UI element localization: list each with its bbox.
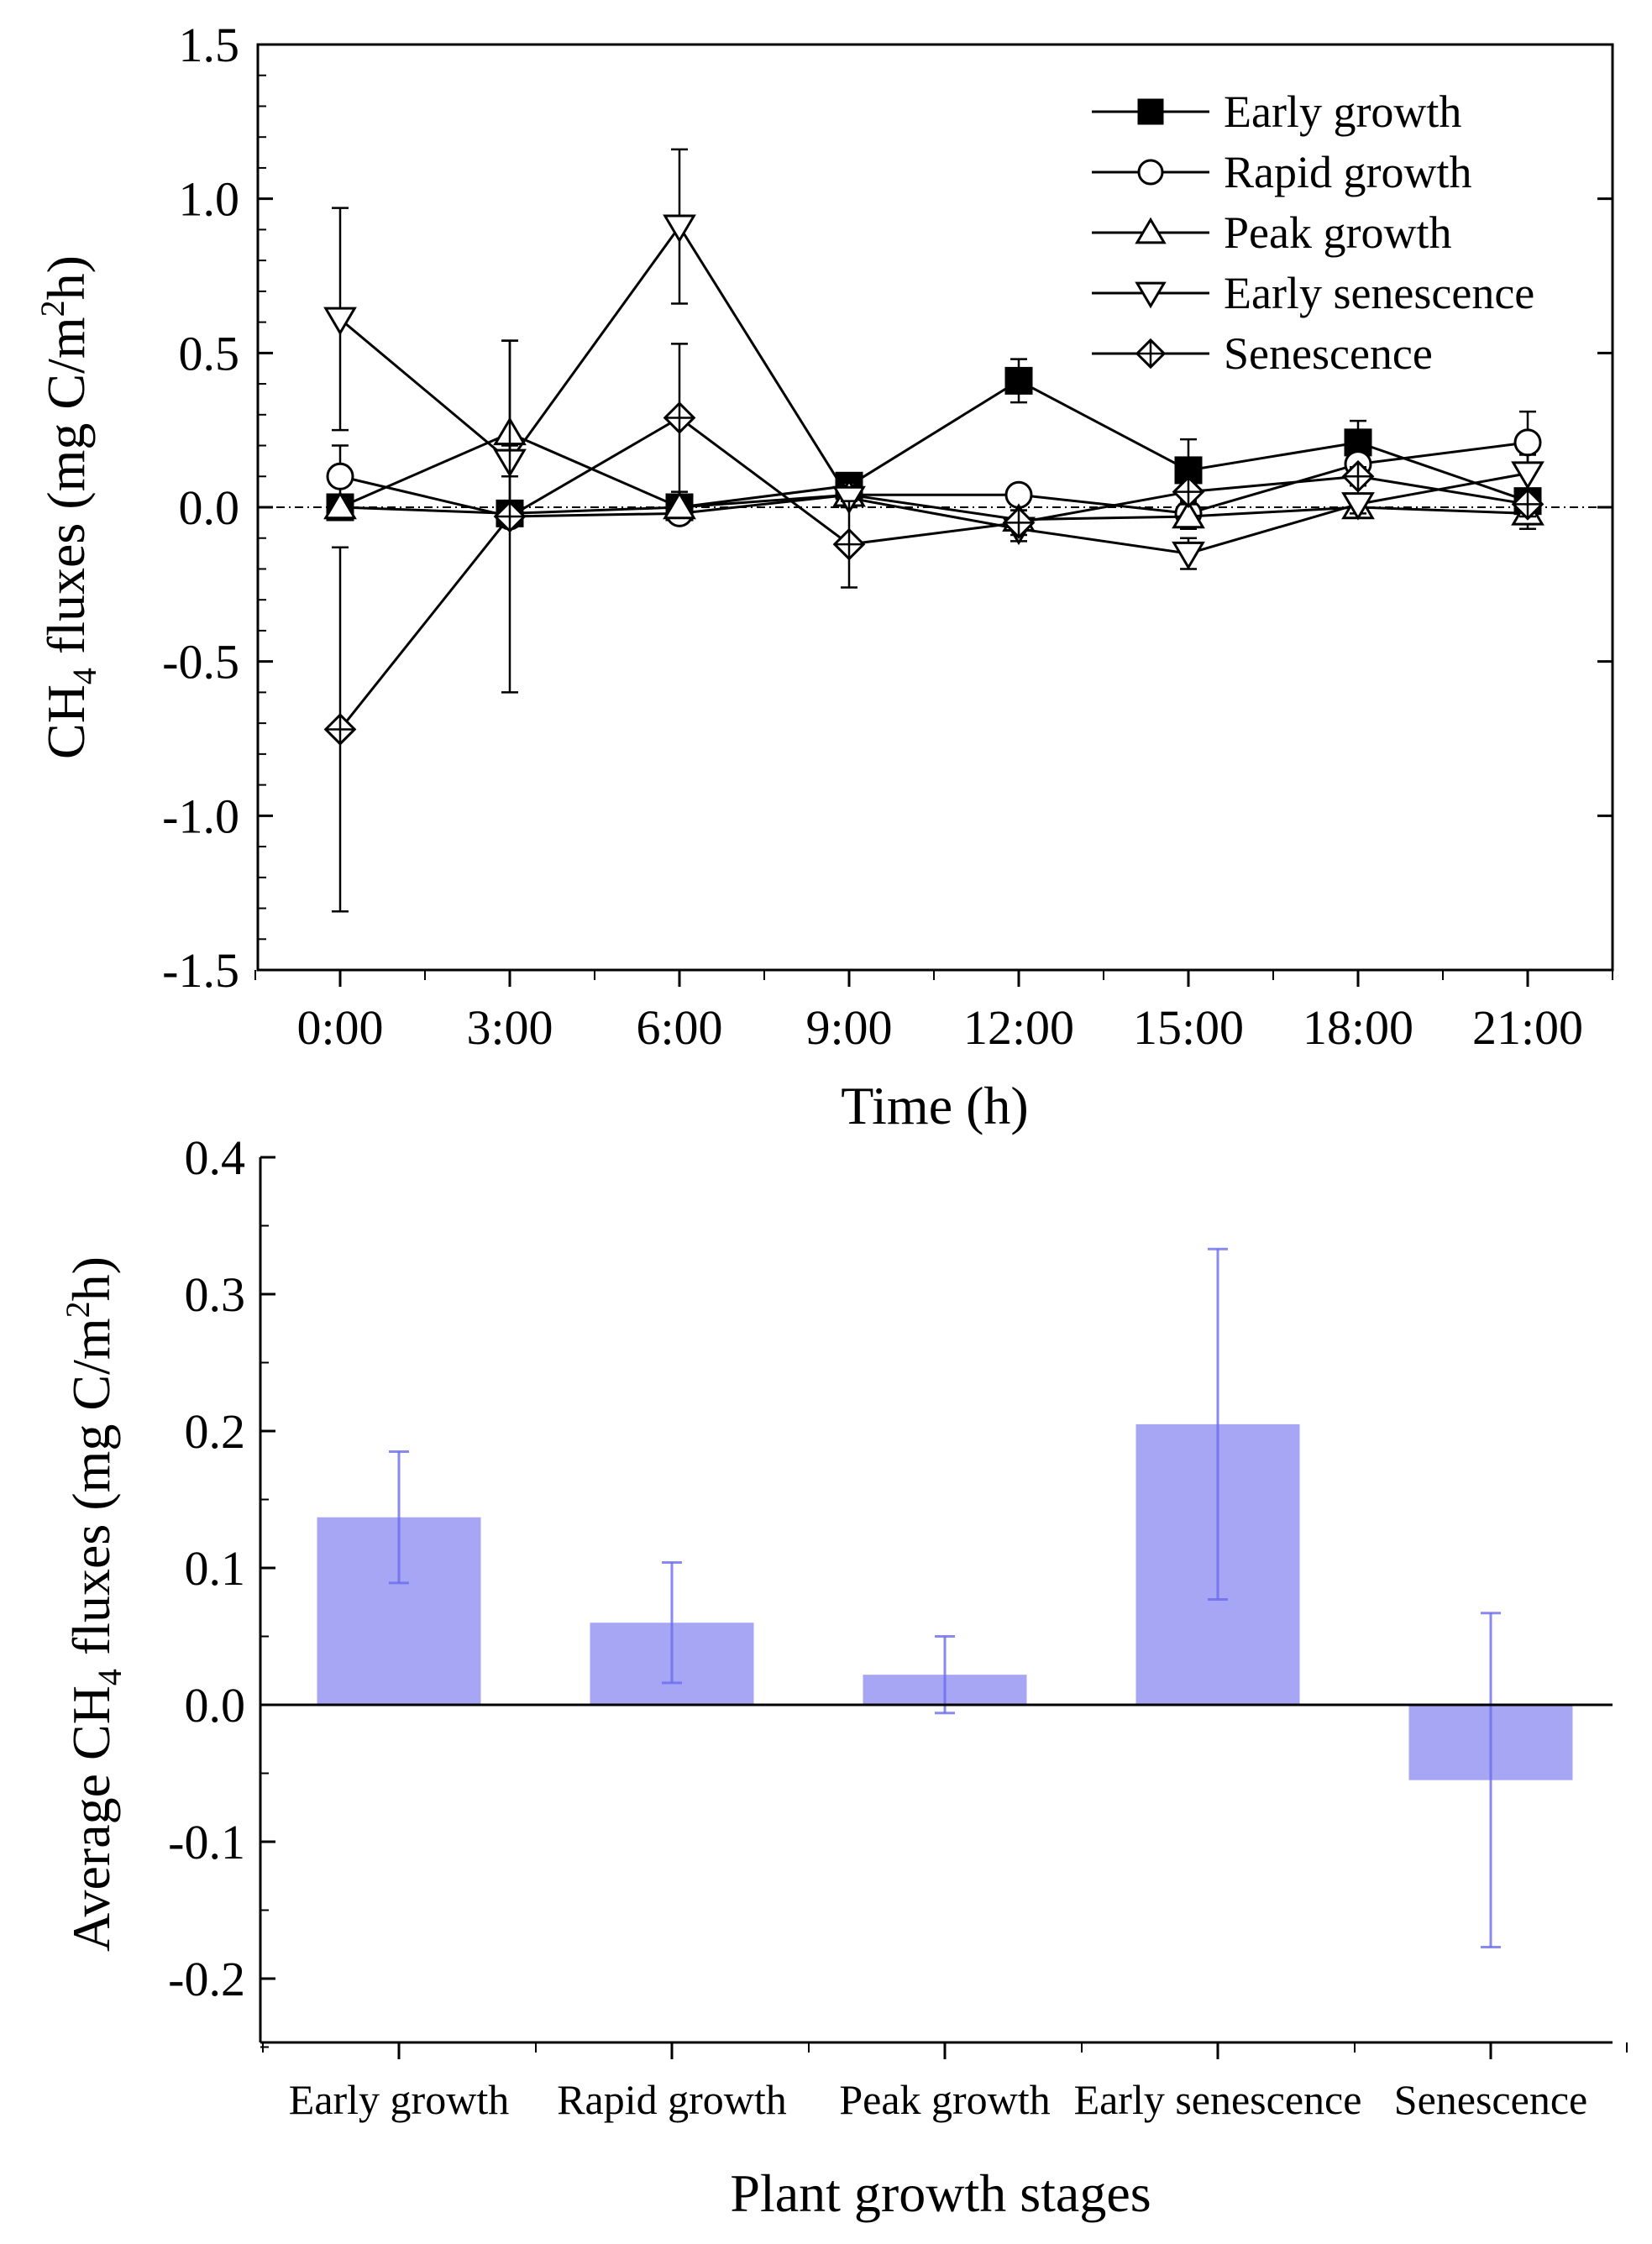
y-tick-label: 0.1 xyxy=(185,1541,246,1596)
legend: Early growth Rapid growth Peak growth Early… xyxy=(1092,87,1534,379)
open-triangle-down-marker xyxy=(832,485,866,515)
bar-chart: -0.2 -0.1 0.0 0.1 0.2 0.3 0.4 Early growth Rapi… xyxy=(59,1130,1628,2223)
open-triangle-down-marker xyxy=(663,214,696,244)
y-tick-label: -0.1 xyxy=(168,1815,245,1869)
x-axis-title: Time (h) xyxy=(841,1076,1028,1135)
open-triangle-up-marker xyxy=(1135,217,1167,244)
series-group xyxy=(323,148,1544,913)
legend-label: Rapid growth xyxy=(1224,147,1471,197)
legend-item: Peak growth xyxy=(1092,207,1451,258)
line-chart: -1.5 -1.0 -0.5 0.0 0.5 1.0 1.5 0:00 3:00 6:00 9:0… xyxy=(34,18,1614,1135)
y-tick-label: 1.0 xyxy=(179,172,240,227)
x-tick-label: 21:00 xyxy=(1472,1000,1583,1055)
legend-item: Senescence xyxy=(1092,328,1433,379)
filled-square-marker xyxy=(1004,366,1033,395)
open-triangle-up-marker xyxy=(663,490,696,520)
x-tick-label: Early senescence xyxy=(1074,2076,1362,2123)
y-axis-ticks: -0.2 -0.1 0.0 0.1 0.2 0.3 0.4 xyxy=(168,1130,275,2048)
x-tick-label: Rapid growth xyxy=(557,2076,787,2123)
open-triangle-down-marker xyxy=(1135,281,1167,309)
series-senescence xyxy=(323,339,1544,913)
legend-item: Early growth xyxy=(1092,87,1461,137)
x-tick-label: 18:00 xyxy=(1303,1000,1413,1055)
open-triangle-up-marker xyxy=(1172,500,1205,529)
open-circle-marker xyxy=(1137,159,1164,186)
x-tick-label: 3:00 xyxy=(466,1000,553,1055)
bars-group xyxy=(317,1247,1573,1949)
y-tick-label: -0.2 xyxy=(168,1952,245,2006)
x-tick-label: 12:00 xyxy=(963,1000,1074,1055)
y-tick-label: 0.3 xyxy=(185,1267,246,1322)
series-line xyxy=(339,441,1529,518)
y-tick-label: 0.4 xyxy=(185,1130,246,1185)
legend-item: Rapid growth xyxy=(1092,147,1471,197)
open-triangle-down-marker xyxy=(1341,492,1375,521)
x-axis-ticks: 0:00 3:00 6:00 9:00 12:00 15:00 18:00 21:00 xyxy=(254,970,1613,1055)
x-axis-title: Plant growth stages xyxy=(730,2163,1151,2223)
x-tick-label: 15:00 xyxy=(1133,1000,1244,1055)
x-tick-label: Early growth xyxy=(289,2076,509,2123)
legend-item: Early senescence xyxy=(1092,268,1534,318)
x-tick-label: Senescence xyxy=(1394,2076,1587,2123)
legend-label: Early senescence xyxy=(1224,268,1534,318)
y-tick-label: -1.0 xyxy=(162,789,239,843)
legend-label: Peak growth xyxy=(1224,207,1451,258)
series-line xyxy=(339,224,1529,555)
y-tick-label: -0.5 xyxy=(162,635,239,689)
y-tick-label: 1.5 xyxy=(179,18,240,72)
y-tick-label: 0.5 xyxy=(179,326,240,380)
x-tick-label: Peak growth xyxy=(839,2076,1050,2123)
open-circle-marker xyxy=(1513,428,1542,457)
y-tick-label: 0.2 xyxy=(185,1404,246,1459)
x-axis-ticks: Early growth Rapid growth Peak growth Early… xyxy=(262,2042,1628,2123)
y-tick-label: 0.0 xyxy=(185,1678,246,1733)
open-triangle-down-marker xyxy=(1172,541,1205,570)
open-triangle-down-marker xyxy=(1511,461,1544,490)
legend-label: Senescence xyxy=(1224,328,1433,379)
filled-square-marker xyxy=(1137,98,1164,125)
legend-label: Early growth xyxy=(1224,87,1461,137)
y-tick-label: 0.0 xyxy=(179,480,240,535)
open-triangle-down-marker xyxy=(323,307,357,336)
y-tick-label: -1.5 xyxy=(162,943,239,998)
series-line xyxy=(339,432,1529,522)
y-axis-title: CH4 fluxes (mg C/m2h) xyxy=(34,255,103,759)
series-line xyxy=(339,379,1529,515)
x-tick-label: 9:00 xyxy=(805,1000,892,1055)
x-tick-label: 6:00 xyxy=(636,1000,722,1055)
open-triangle-up-marker xyxy=(323,490,357,520)
y-axis-ticks: -1.5 -1.0 -0.5 0.0 0.5 1.0 1.5 xyxy=(162,18,1613,998)
x-tick-label: 0:00 xyxy=(296,1000,383,1055)
series-line xyxy=(338,416,1529,731)
open-circle-marker xyxy=(326,462,354,490)
y-axis-title: Average CH4 fluxes (mg C/m2h) xyxy=(59,1256,128,1952)
